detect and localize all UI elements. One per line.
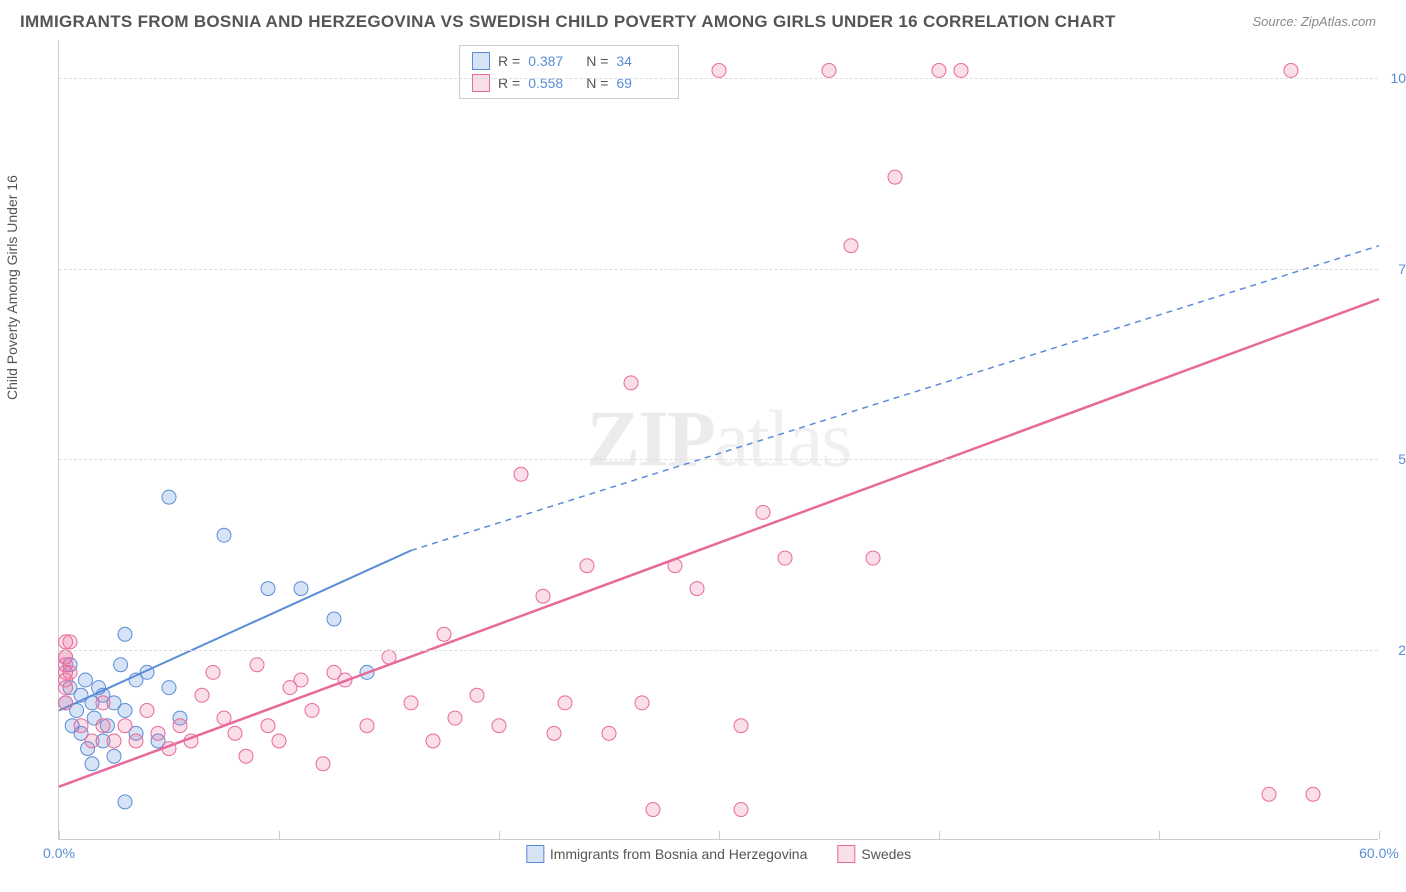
swatch-series-1 (526, 845, 544, 863)
bottom-legend: Immigrants from Bosnia and Herzegovina S… (526, 845, 911, 863)
x-tick (1379, 831, 1380, 839)
x-tick (939, 831, 940, 839)
x-tick (499, 831, 500, 839)
gridline-h (59, 269, 1378, 270)
legend-item-1: Immigrants from Bosnia and Herzegovina (526, 845, 808, 863)
y-axis-label: Child Poverty Among Girls Under 16 (4, 175, 20, 400)
y-tick-label: 75.0% (1383, 261, 1406, 277)
source-attribution: Source: ZipAtlas.com (1252, 14, 1376, 29)
y-tick-label: 25.0% (1383, 642, 1406, 658)
y-tick-label: 50.0% (1383, 451, 1406, 467)
chart-plot-area: ZIPatlas R = 0.387 N = 34 R = 0.558 N = … (58, 40, 1378, 840)
swatch-series-2 (837, 845, 855, 863)
y-tick-label: 100.0% (1383, 70, 1406, 86)
x-tick-label: 0.0% (43, 845, 75, 861)
gridline-h (59, 78, 1378, 79)
scatter-svg (59, 40, 1378, 839)
x-tick (279, 831, 280, 839)
gridline-h (59, 650, 1378, 651)
x-tick (59, 831, 60, 839)
legend-item-2: Swedes (837, 845, 911, 863)
x-tick (719, 831, 720, 839)
chart-title: IMMIGRANTS FROM BOSNIA AND HERZEGOVINA V… (20, 12, 1116, 32)
x-tick (1159, 831, 1160, 839)
gridline-h (59, 459, 1378, 460)
x-tick-label: 60.0% (1359, 845, 1399, 861)
